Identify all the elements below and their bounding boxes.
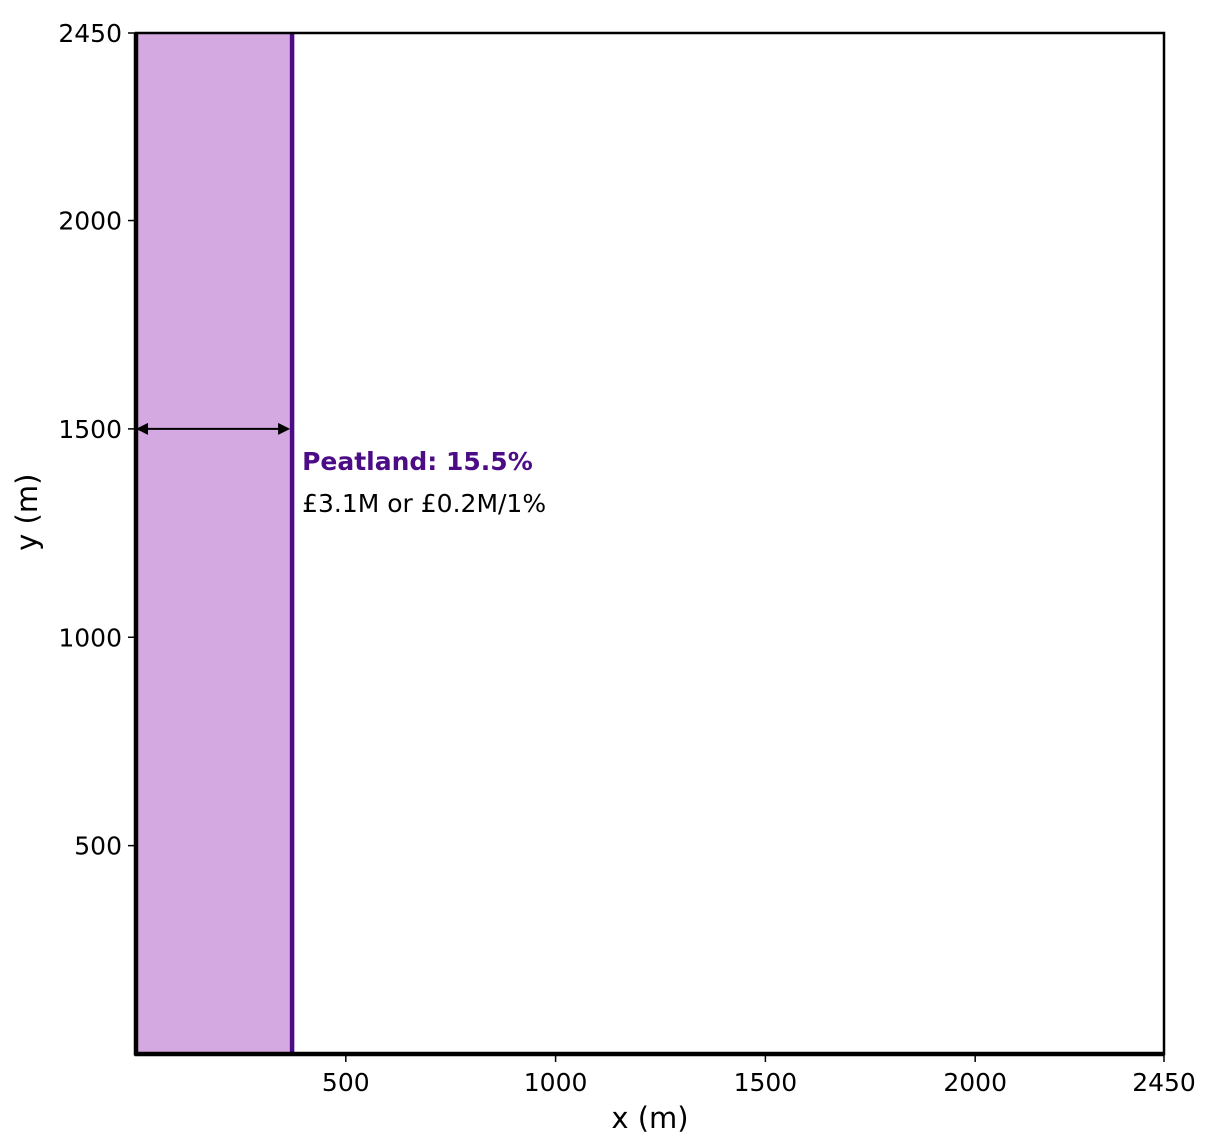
x-tick-label: 2000	[943, 1068, 1007, 1097]
y-axis-label: y (m)	[10, 474, 44, 551]
y-tick-label: 1500	[58, 415, 122, 444]
x-tick-label: 2450	[1132, 1068, 1196, 1097]
x-tick-label: 500	[322, 1068, 370, 1097]
x-axis-ticks: 500 1000 1500 2000 2450	[322, 1054, 1196, 1097]
x-tick-label: 1500	[734, 1068, 798, 1097]
annotation-subtitle: £3.1M or £0.2M/1%	[302, 489, 546, 518]
peatland-region	[136, 33, 293, 1054]
y-tick-label: 2450	[58, 19, 122, 48]
x-tick-label: 1000	[524, 1068, 588, 1097]
y-tick-label: 1000	[58, 623, 122, 652]
x-axis-label: x (m)	[611, 1101, 688, 1135]
y-tick-label: 500	[74, 832, 122, 861]
annotation-title: Peatland: 15.5%	[302, 447, 533, 476]
y-tick-label: 2000	[58, 207, 122, 236]
y-axis-ticks: 500 1000 1500 2000 2450	[58, 19, 136, 861]
plot-area	[133, 31, 1166, 1057]
